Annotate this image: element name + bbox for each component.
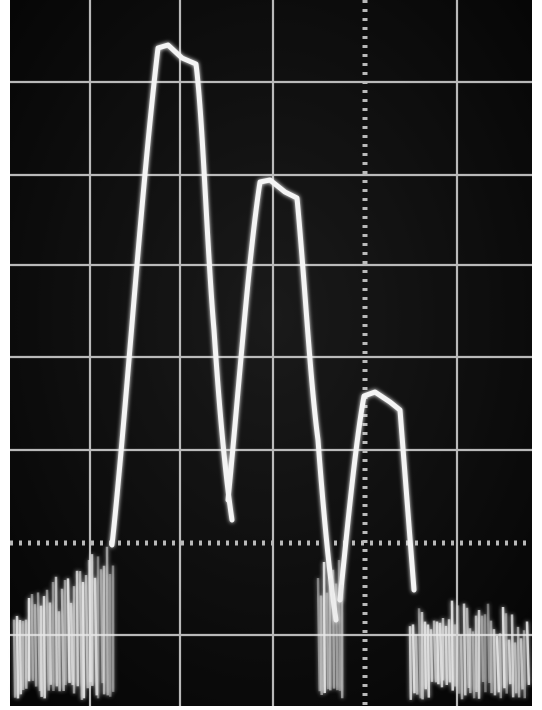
- noise-spike: [509, 640, 510, 685]
- noise-spike: [458, 605, 459, 693]
- noise-spike: [413, 624, 414, 693]
- noise-spike: [32, 594, 33, 681]
- noise-spike: [476, 616, 477, 692]
- noise-spike: [506, 613, 507, 693]
- body: (() => { const svg = document.getElement…: [0, 0, 542, 710]
- noise-spike: [41, 606, 42, 697]
- noise-spike: [56, 577, 57, 687]
- noise-spike: [473, 631, 474, 698]
- noise-spike: [68, 578, 70, 682]
- noise-spike: [410, 626, 411, 700]
- noise-spike: [446, 626, 447, 685]
- noise-spike: [461, 635, 462, 699]
- noise-spike: [47, 590, 49, 691]
- noise-spike: [17, 616, 18, 699]
- noise-spike: [324, 562, 325, 693]
- noise-spike: [71, 603, 73, 685]
- noise-spike: [333, 570, 334, 689]
- noise-spike: [86, 575, 88, 688]
- noise-spike: [95, 578, 97, 696]
- noise-spike: [428, 625, 429, 698]
- noise-spike: [83, 582, 84, 698]
- noise-spike: [512, 614, 513, 697]
- noise-spike: [44, 596, 45, 698]
- noise-spike: [318, 578, 320, 691]
- noise-spike: [20, 620, 21, 694]
- noise-spike: [452, 601, 453, 691]
- noise-spike: [107, 547, 108, 696]
- noise-spike: [35, 604, 36, 686]
- noise-spike: [437, 622, 438, 685]
- noise-spike: [422, 612, 423, 699]
- noise-spike: [431, 629, 432, 682]
- oscilloscope-photo: [0, 0, 542, 710]
- noise-spike: [336, 583, 337, 690]
- noise-spike: [89, 560, 91, 682]
- noise-spike: [518, 627, 519, 698]
- page: {} html, body { margin: 0; padding: 0; b…: [0, 0, 542, 710]
- noise-spike: [339, 560, 340, 691]
- noise-spike: [500, 633, 501, 698]
- noise-spike: [494, 629, 495, 695]
- noise-spike: [327, 593, 328, 690]
- noise-spike: [449, 619, 450, 682]
- noise-spike: [50, 603, 51, 685]
- noise-spike: [503, 607, 504, 688]
- noise-spike: [77, 571, 78, 686]
- noise-spike: [491, 621, 492, 693]
- noise-spike: [416, 634, 417, 694]
- noise-spike: [464, 604, 465, 696]
- noise-spike: [419, 608, 421, 698]
- noise-spike: [482, 616, 483, 682]
- noise-spike: [62, 589, 64, 691]
- noise-spike: [425, 622, 426, 690]
- noise-spike: [59, 611, 60, 691]
- noise-spike: [321, 596, 322, 696]
- noise-spike: [101, 569, 103, 683]
- noise-spike: [521, 638, 522, 689]
- noise-spike: [515, 642, 516, 693]
- noise-spike: [488, 604, 489, 683]
- noise-spike: [524, 630, 525, 698]
- noise-spike: [14, 620, 15, 698]
